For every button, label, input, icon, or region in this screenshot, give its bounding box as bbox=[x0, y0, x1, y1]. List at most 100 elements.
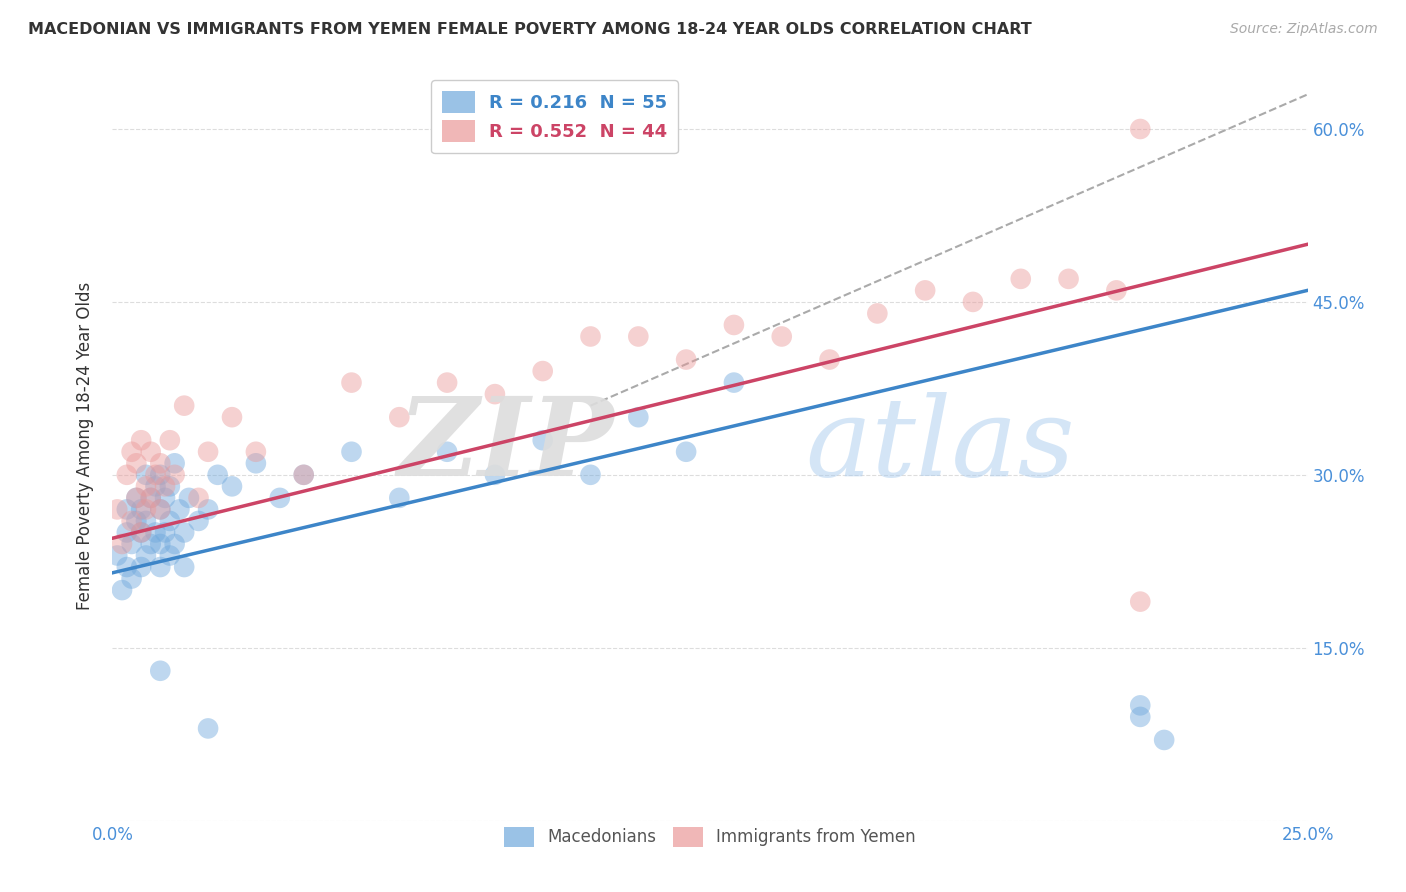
Point bbox=[115, 560, 138, 574]
Point bbox=[173, 560, 195, 574]
Point bbox=[145, 479, 167, 493]
Point bbox=[197, 722, 219, 736]
Point bbox=[627, 329, 650, 343]
Point bbox=[245, 444, 267, 458]
Point bbox=[187, 491, 209, 505]
Point bbox=[675, 444, 697, 458]
Y-axis label: Female Poverty Among 18-24 Year Olds: Female Poverty Among 18-24 Year Olds bbox=[76, 282, 94, 610]
Point bbox=[159, 479, 181, 493]
Point bbox=[115, 502, 138, 516]
Point bbox=[1129, 698, 1152, 713]
Point bbox=[129, 525, 152, 540]
Point bbox=[173, 525, 195, 540]
Point bbox=[197, 444, 219, 458]
Point bbox=[153, 479, 176, 493]
Point bbox=[579, 467, 602, 482]
Point bbox=[1129, 122, 1152, 136]
Point bbox=[627, 410, 650, 425]
Point bbox=[129, 560, 152, 574]
Point bbox=[135, 549, 157, 563]
Point bbox=[818, 352, 841, 367]
Point bbox=[145, 467, 167, 482]
Point bbox=[149, 502, 172, 516]
Point bbox=[207, 467, 229, 482]
Point bbox=[135, 467, 157, 482]
Point bbox=[125, 491, 148, 505]
Point bbox=[340, 444, 363, 458]
Point bbox=[770, 329, 793, 343]
Point bbox=[105, 549, 128, 563]
Point bbox=[149, 537, 172, 551]
Point bbox=[292, 467, 315, 482]
Point bbox=[675, 352, 697, 367]
Text: ZIP: ZIP bbox=[398, 392, 614, 500]
Point bbox=[962, 294, 984, 309]
Point bbox=[159, 549, 181, 563]
Point bbox=[125, 491, 148, 505]
Point bbox=[149, 456, 172, 470]
Text: atlas: atlas bbox=[806, 392, 1076, 500]
Point bbox=[129, 525, 152, 540]
Point bbox=[121, 444, 143, 458]
Point bbox=[149, 467, 172, 482]
Point bbox=[340, 376, 363, 390]
Point bbox=[169, 502, 191, 516]
Point bbox=[129, 434, 152, 448]
Point bbox=[436, 376, 458, 390]
Point bbox=[121, 537, 143, 551]
Point bbox=[866, 306, 889, 320]
Point bbox=[139, 491, 162, 505]
Point bbox=[139, 444, 162, 458]
Point bbox=[125, 514, 148, 528]
Point bbox=[149, 560, 172, 574]
Point bbox=[579, 329, 602, 343]
Point bbox=[436, 444, 458, 458]
Point bbox=[139, 537, 162, 551]
Point bbox=[149, 502, 172, 516]
Point bbox=[153, 491, 176, 505]
Point bbox=[1129, 710, 1152, 724]
Point bbox=[121, 572, 143, 586]
Point bbox=[177, 491, 200, 505]
Point bbox=[1153, 733, 1175, 747]
Point bbox=[484, 387, 506, 401]
Point bbox=[723, 318, 745, 332]
Point bbox=[115, 525, 138, 540]
Point bbox=[292, 467, 315, 482]
Point bbox=[145, 525, 167, 540]
Point bbox=[221, 410, 243, 425]
Legend: Macedonians, Immigrants from Yemen: Macedonians, Immigrants from Yemen bbox=[498, 820, 922, 854]
Point bbox=[388, 491, 411, 505]
Point bbox=[149, 664, 172, 678]
Point bbox=[269, 491, 291, 505]
Point bbox=[125, 456, 148, 470]
Point bbox=[1010, 272, 1032, 286]
Text: MACEDONIAN VS IMMIGRANTS FROM YEMEN FEMALE POVERTY AMONG 18-24 YEAR OLDS CORRELA: MACEDONIAN VS IMMIGRANTS FROM YEMEN FEMA… bbox=[28, 22, 1032, 37]
Point bbox=[1105, 284, 1128, 298]
Point bbox=[159, 514, 181, 528]
Point bbox=[245, 456, 267, 470]
Point bbox=[163, 537, 186, 551]
Point bbox=[153, 525, 176, 540]
Point bbox=[115, 467, 138, 482]
Point bbox=[531, 434, 554, 448]
Point bbox=[197, 502, 219, 516]
Point bbox=[105, 502, 128, 516]
Point bbox=[135, 502, 157, 516]
Point bbox=[484, 467, 506, 482]
Text: Source: ZipAtlas.com: Source: ZipAtlas.com bbox=[1230, 22, 1378, 37]
Point bbox=[531, 364, 554, 378]
Point bbox=[121, 514, 143, 528]
Point bbox=[135, 514, 157, 528]
Point bbox=[388, 410, 411, 425]
Point bbox=[139, 491, 162, 505]
Point bbox=[111, 537, 134, 551]
Point bbox=[129, 502, 152, 516]
Point bbox=[173, 399, 195, 413]
Point bbox=[187, 514, 209, 528]
Point bbox=[221, 479, 243, 493]
Point bbox=[1129, 594, 1152, 608]
Point bbox=[723, 376, 745, 390]
Point bbox=[1057, 272, 1080, 286]
Point bbox=[111, 583, 134, 598]
